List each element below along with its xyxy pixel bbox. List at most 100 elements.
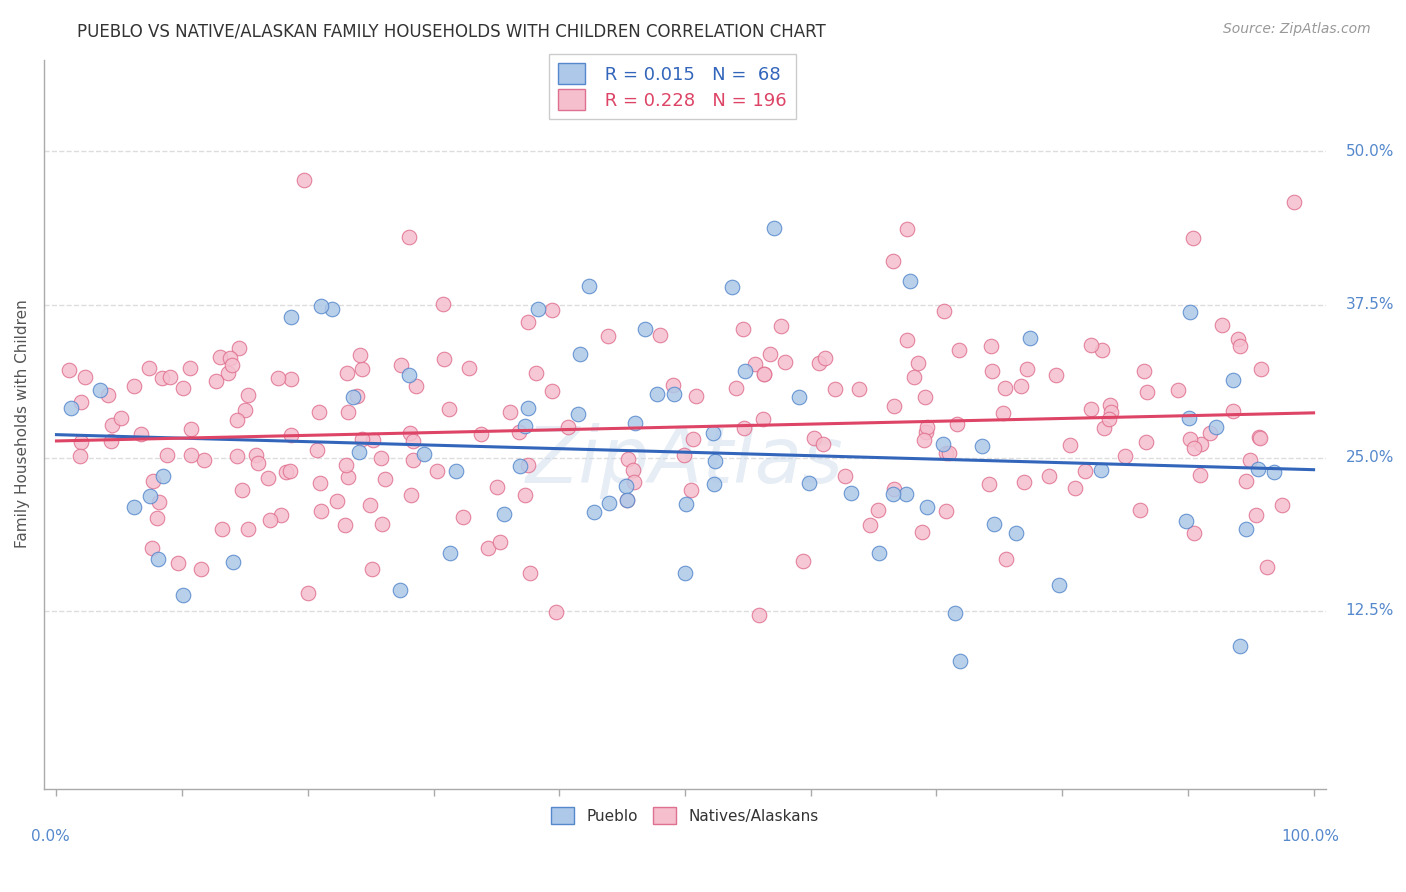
Point bbox=[896, 222, 918, 236]
Point bbox=[247, 456, 270, 470]
Point bbox=[280, 372, 302, 386]
Point bbox=[292, 173, 315, 187]
Point bbox=[350, 432, 373, 446]
Point bbox=[672, 448, 695, 462]
Point bbox=[787, 390, 810, 404]
Point bbox=[350, 362, 373, 376]
Point bbox=[274, 466, 297, 480]
Point bbox=[1098, 399, 1121, 413]
Point bbox=[1099, 405, 1122, 419]
Point bbox=[932, 436, 955, 450]
Point bbox=[363, 433, 385, 447]
Point bbox=[938, 446, 960, 460]
Point bbox=[236, 522, 259, 536]
Point bbox=[544, 605, 567, 619]
Point bbox=[208, 350, 231, 364]
Point bbox=[725, 381, 748, 395]
Point bbox=[370, 451, 392, 466]
Point bbox=[859, 518, 882, 533]
Point bbox=[583, 505, 606, 519]
Point bbox=[731, 321, 754, 335]
Point bbox=[917, 419, 939, 434]
Point bbox=[903, 369, 925, 384]
Point bbox=[1136, 385, 1159, 400]
Point bbox=[912, 433, 935, 447]
Point bbox=[398, 368, 420, 382]
Point bbox=[1180, 433, 1202, 447]
Point bbox=[803, 431, 825, 445]
Point bbox=[883, 482, 905, 496]
Point bbox=[146, 552, 169, 566]
Point bbox=[977, 477, 1000, 491]
Point bbox=[399, 488, 422, 502]
Point bbox=[814, 351, 837, 365]
Point bbox=[1189, 437, 1212, 451]
Point bbox=[734, 363, 756, 377]
Point bbox=[148, 495, 170, 509]
Point bbox=[1211, 318, 1233, 332]
Point bbox=[1129, 503, 1152, 517]
Point bbox=[1227, 332, 1250, 346]
Point bbox=[489, 535, 512, 549]
Point bbox=[1271, 498, 1294, 512]
Point bbox=[1174, 514, 1197, 528]
Point bbox=[675, 497, 697, 511]
Point bbox=[598, 496, 620, 510]
Point bbox=[101, 417, 124, 432]
Point bbox=[515, 418, 537, 433]
Point bbox=[326, 493, 349, 508]
Point bbox=[342, 390, 364, 404]
Text: 0.0%: 0.0% bbox=[31, 829, 70, 844]
Point bbox=[129, 426, 152, 441]
Point bbox=[1064, 482, 1087, 496]
Point bbox=[75, 370, 97, 384]
Point bbox=[145, 511, 167, 525]
Point bbox=[308, 475, 330, 490]
Point bbox=[1229, 640, 1251, 654]
Point bbox=[221, 359, 243, 373]
Point bbox=[122, 379, 145, 393]
Text: 100.0%: 100.0% bbox=[1281, 829, 1339, 844]
Point bbox=[1018, 331, 1040, 345]
Point bbox=[159, 370, 181, 384]
Point bbox=[1282, 194, 1305, 209]
Point bbox=[824, 382, 846, 396]
Point bbox=[513, 488, 536, 502]
Point bbox=[307, 442, 329, 457]
Point bbox=[259, 513, 281, 527]
Point bbox=[156, 448, 179, 462]
Point bbox=[894, 487, 917, 501]
Point bbox=[335, 518, 357, 533]
Point bbox=[1073, 464, 1095, 478]
Point bbox=[949, 654, 972, 668]
Point bbox=[748, 607, 770, 622]
Point bbox=[662, 387, 685, 401]
Point bbox=[882, 253, 904, 268]
Point bbox=[614, 479, 637, 493]
Point bbox=[193, 453, 215, 467]
Point bbox=[516, 401, 538, 415]
Point bbox=[256, 470, 278, 484]
Point bbox=[616, 451, 638, 466]
Point bbox=[866, 503, 889, 517]
Point bbox=[180, 448, 202, 462]
Point bbox=[297, 586, 319, 600]
Point bbox=[321, 302, 343, 317]
Point bbox=[1234, 474, 1257, 488]
Point bbox=[360, 562, 382, 576]
Point bbox=[336, 366, 359, 380]
Point bbox=[110, 410, 132, 425]
Point bbox=[100, 434, 122, 449]
Point bbox=[359, 499, 381, 513]
Point bbox=[139, 489, 162, 503]
Point bbox=[280, 428, 302, 442]
Point bbox=[734, 420, 756, 434]
Point bbox=[205, 374, 228, 388]
Point bbox=[616, 493, 638, 508]
Point bbox=[222, 555, 245, 569]
Point bbox=[932, 304, 955, 318]
Point bbox=[486, 480, 509, 494]
Point bbox=[685, 389, 707, 403]
Point bbox=[219, 351, 242, 365]
Point bbox=[1080, 401, 1102, 416]
